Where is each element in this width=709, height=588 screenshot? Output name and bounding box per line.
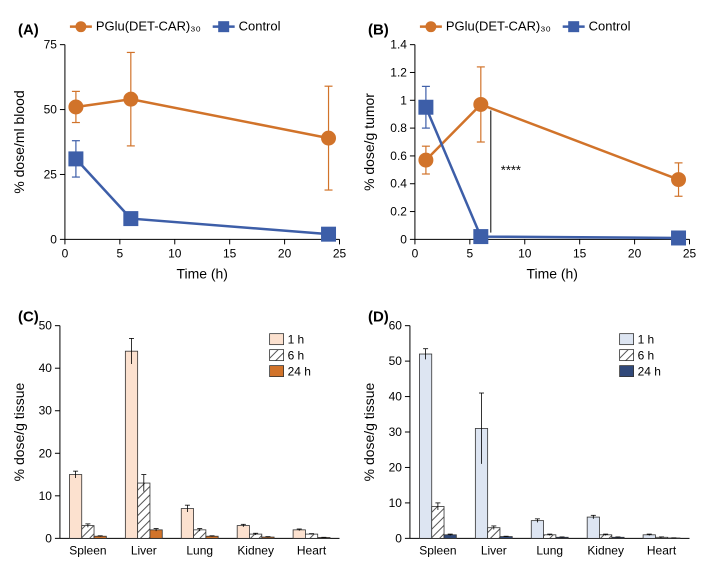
svg-text:24 h: 24 h (288, 365, 311, 379)
svg-text:25: 25 (44, 167, 58, 181)
svg-text:50: 50 (388, 354, 402, 368)
svg-text:(D): (D) (367, 309, 388, 326)
svg-text:1.2: 1.2 (390, 65, 407, 79)
svg-text:15: 15 (573, 246, 587, 260)
panel-a: (A) PGlu(DET-CAR)₃₀ Control 0 5 10 15 20 25 0 25 50… (10, 10, 350, 289)
svg-text:50: 50 (44, 103, 58, 117)
svg-text:Time (h): Time (h) (176, 265, 227, 281)
svg-text:0: 0 (400, 232, 407, 246)
svg-text:25: 25 (333, 246, 347, 260)
svg-text:6 h: 6 h (288, 349, 305, 363)
svg-text:Liver: Liver (480, 543, 506, 557)
svg-text:% dose/g tissue: % dose/g tissue (11, 382, 27, 481)
svg-text:Control: Control (588, 19, 630, 34)
svg-text:0: 0 (50, 232, 57, 246)
svg-text:60: 60 (388, 319, 402, 333)
svg-text:40: 40 (388, 390, 402, 404)
svg-text:0: 0 (45, 531, 52, 545)
svg-text:% dose/g tumor: % dose/g tumor (360, 93, 376, 191)
svg-text:1 h: 1 h (288, 333, 305, 347)
svg-text:0.8: 0.8 (390, 121, 407, 135)
svg-text:5: 5 (466, 246, 473, 260)
svg-text:Heart: Heart (646, 543, 676, 557)
svg-text:25: 25 (682, 246, 696, 260)
svg-text:****: **** (500, 163, 520, 178)
svg-text:1: 1 (400, 93, 407, 107)
svg-text:10: 10 (168, 246, 182, 260)
svg-text:20: 20 (39, 446, 53, 460)
svg-text:Kidney: Kidney (587, 543, 624, 557)
svg-text:20: 20 (388, 460, 402, 474)
svg-text:Control: Control (239, 19, 281, 34)
svg-text:% dose/ml blood: % dose/ml blood (11, 90, 27, 193)
svg-text:30: 30 (39, 404, 53, 418)
svg-text:0: 0 (62, 246, 69, 260)
svg-text:20: 20 (627, 246, 641, 260)
svg-text:(C): (C) (18, 309, 39, 326)
svg-text:(A): (A) (18, 22, 39, 39)
svg-text:20: 20 (278, 246, 292, 260)
svg-text:6 h: 6 h (637, 349, 654, 363)
svg-text:Lung: Lung (186, 543, 213, 557)
svg-text:5: 5 (117, 246, 124, 260)
svg-text:1.4: 1.4 (390, 38, 407, 52)
svg-text:Heart: Heart (297, 543, 327, 557)
svg-text:Lung: Lung (536, 543, 563, 557)
svg-text:0: 0 (411, 246, 418, 260)
svg-text:1 h: 1 h (637, 333, 654, 347)
svg-text:0.6: 0.6 (390, 149, 407, 163)
panel-b: (B) PGlu(DET-CAR)₃₀ Control 0 5 10 15 20 25 0 0.2 0… (360, 10, 700, 289)
svg-text:Spleen: Spleen (419, 543, 456, 557)
panel-c: (C) 0 10 20 30 40 50 % dose/g tissue Spleen Liver… (10, 299, 350, 578)
svg-text:0.2: 0.2 (390, 205, 407, 219)
svg-text:PGlu(DET-CAR)₃₀: PGlu(DET-CAR)₃₀ (96, 19, 201, 34)
svg-text:(B): (B) (367, 22, 388, 39)
svg-text:0.4: 0.4 (390, 177, 407, 191)
svg-text:10: 10 (388, 496, 402, 510)
svg-text:Kidney: Kidney (237, 543, 274, 557)
svg-text:10: 10 (518, 246, 532, 260)
svg-text:50: 50 (39, 319, 53, 333)
svg-text:Spleen: Spleen (69, 543, 106, 557)
svg-text:24 h: 24 h (637, 365, 660, 379)
svg-text:% dose/g tissue: % dose/g tissue (360, 382, 376, 481)
svg-text:0: 0 (395, 531, 402, 545)
svg-text:40: 40 (39, 361, 53, 375)
svg-text:30: 30 (388, 425, 402, 439)
svg-text:75: 75 (44, 38, 58, 52)
svg-text:Time (h): Time (h) (526, 265, 577, 281)
svg-text:15: 15 (223, 246, 237, 260)
svg-text:Liver: Liver (131, 543, 157, 557)
svg-text:PGlu(DET-CAR)₃₀: PGlu(DET-CAR)₃₀ (445, 19, 550, 34)
svg-text:10: 10 (39, 489, 53, 503)
panel-d: (D) 0 10 20 30 40 50 60 % dose/g tissue Spleen Liv… (360, 299, 700, 578)
